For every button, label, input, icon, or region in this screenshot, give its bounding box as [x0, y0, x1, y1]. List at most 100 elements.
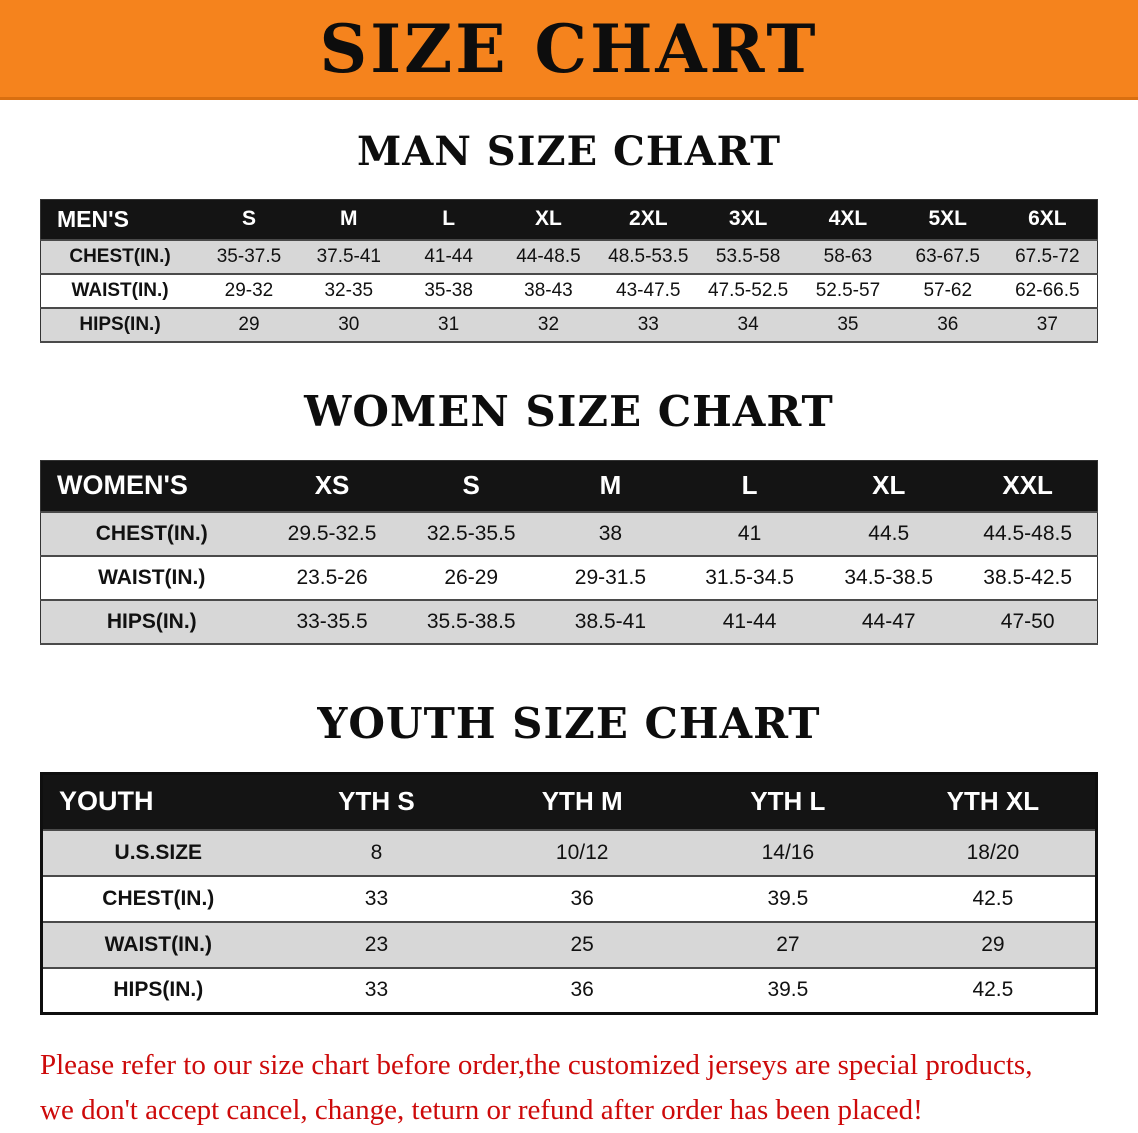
men-size-value-cell: 53.5-58 [715, 245, 781, 267]
men-size-header-cell: XL [498, 199, 599, 240]
women-size-value-cell: 35.5-38.5 [426, 610, 516, 633]
youth-size-value-cell: 18/20 [966, 840, 1020, 864]
men-size-header-cell: 5XL [897, 199, 998, 240]
youth-table-row: U.S.SIZE 8 10/12 14/16 18/20 [41, 829, 1097, 876]
women-size-value-cell: 44.5 [868, 522, 910, 545]
youth-size-value-cell: 8 [370, 840, 383, 864]
women-size-value-cell: 44-47 [861, 610, 916, 633]
men-size-value-cell: 31 [438, 313, 460, 335]
women-section-heading: WOMEN SIZE CHART [304, 386, 834, 436]
youth-section-heading: YOUTH SIZE CHART [317, 699, 821, 748]
women-size-value-cell: 31.5-34.5 [705, 566, 794, 589]
youth-size-value-cell: 25 [570, 932, 594, 956]
youth-size-header-cell: YTH XL [890, 773, 1097, 830]
women-row-label-cell: CHEST(IN.) [95, 522, 208, 545]
men-size-value-cell: 43-47.5 [616, 279, 681, 301]
women-size-header-cell: S [401, 460, 541, 512]
men-table-row: HIPS(IN.) 29 30 31 32 33 34 35 36 37 [40, 307, 1098, 342]
women-size-value-cell: 23.5-26 [296, 566, 368, 589]
youth-row-label-cell: CHEST(IN.) [102, 886, 215, 910]
women-size-value-cell: 29.5-32.5 [287, 522, 377, 545]
women-size-value-cell: 32.5-35.5 [426, 522, 516, 545]
youth-table-title-cell: YOUTH [41, 773, 274, 830]
men-size-value-cell: 37 [1036, 313, 1058, 335]
youth-table-row: HIPS(IN.) 33 36 39.5 42.5 [41, 967, 1097, 1014]
men-size-value-cell: 58-63 [823, 245, 873, 267]
women-size-value-cell: 34.5-38.5 [844, 566, 934, 589]
men-size-table: MEN'S S M L XL 2XL 3XL 4XL 5XL 6XL CHEST(IN.) 35-37… [40, 199, 1098, 343]
youth-row-label-cell: WAIST(IN.) [104, 932, 212, 956]
women-size-value-cell: 26-29 [444, 566, 499, 589]
youth-size-value-cell: 36 [570, 978, 594, 1002]
women-row-label-cell: HIPS(IN.) [106, 610, 197, 633]
women-size-value-cell: 38 [598, 522, 623, 545]
men-size-value-cell: 35-38 [424, 279, 473, 301]
disclaimer-text: Please refer to our size chart before or… [40, 1043, 1118, 1133]
youth-size-value-cell: 14/16 [761, 840, 815, 864]
men-size-value-cell: 37.5-41 [316, 245, 382, 267]
youth-size-header-cell: YTH L [685, 773, 891, 830]
men-row-label-cell: HIPS(IN.) [79, 313, 161, 335]
men-size-value-cell: 35-37.5 [216, 245, 282, 267]
women-table-row: HIPS(IN.) 33-35.5 35.5-38.5 38.5-41 41-44 44-… [40, 600, 1098, 644]
youth-size-value-cell: 36 [570, 886, 594, 910]
men-row-label-cell: CHEST(IN.) [69, 245, 171, 267]
women-size-table: WOMEN'S XS S M L XL XXL CHEST(IN.) 29.5-32.5 32.5… [40, 459, 1098, 645]
men-size-value-cell: 48.5-53.5 [608, 245, 689, 267]
men-size-value-cell: 47.5-52.5 [707, 279, 789, 301]
women-size-value-cell: 33-35.5 [296, 610, 368, 633]
men-size-value-cell: 35 [837, 313, 859, 335]
youth-size-value-cell: 39.5 [767, 978, 809, 1002]
women-table-row: CHEST(IN.) 29.5-32.5 32.5-35.5 38 41 44.5 44.5… [40, 512, 1098, 556]
men-size-value-cell: 52.5-57 [815, 279, 881, 301]
women-size-value-cell: 38.5-41 [574, 610, 647, 633]
men-size-value-cell: 62-66.5 [1015, 279, 1080, 301]
women-size-value-cell: 29-31.5 [574, 566, 647, 589]
youth-size-value-cell: 27 [776, 932, 800, 956]
men-size-header-cell: S [199, 199, 299, 240]
youth-table-row: WAIST(IN.) 23 25 27 29 [41, 921, 1097, 968]
men-size-value-cell: 32-35 [324, 279, 374, 301]
youth-row-label-cell: U.S.SIZE [114, 840, 203, 864]
youth-size-value-cell: 33 [364, 886, 389, 910]
women-size-header-cell: XS [262, 460, 402, 512]
men-size-header-cell: M [298, 199, 399, 240]
women-table-title-cell: WOMEN'S [40, 460, 263, 512]
women-size-value-cell: 41 [737, 522, 762, 545]
youth-table-row: CHEST(IN.) 33 36 39.5 42.5 [41, 875, 1097, 922]
youth-size-value-cell: 29 [981, 932, 1005, 956]
youth-header-row: YOUTH YTH S YTH M YTH L YTH XL [41, 773, 1097, 830]
men-size-value-cell: 44-48.5 [516, 245, 581, 267]
youth-size-value-cell: 39.5 [767, 886, 809, 910]
youth-size-value-cell: 23 [364, 932, 389, 956]
youth-size-header-cell: YTH M [479, 773, 686, 830]
men-size-value-cell: 63-67.5 [915, 245, 980, 267]
women-size-header-cell: XXL [958, 460, 1098, 512]
page-title: SIZE CHART [319, 9, 819, 88]
women-size-value-cell: 38.5-42.5 [983, 566, 1073, 589]
men-size-value-cell: 67.5-72 [1015, 245, 1080, 267]
disclaimer-line-1: Please refer to our size chart before or… [40, 1049, 1033, 1081]
men-table-row: CHEST(IN.) 35-37.5 37.5-41 41-44 44-48.5 48.5… [40, 239, 1098, 274]
men-size-value-cell: 41-44 [424, 245, 473, 267]
youth-row-label-cell: HIPS(IN.) [113, 978, 204, 1002]
youth-size-value-cell: 33 [364, 978, 389, 1002]
men-size-value-cell: 30 [338, 313, 360, 335]
men-size-value-cell: 33 [637, 313, 659, 335]
women-size-header-cell: M [540, 460, 680, 512]
women-table-row: WAIST(IN.) 23.5-26 26-29 29-31.5 31.5-34.5 34… [40, 556, 1098, 600]
men-size-value-cell: 29 [238, 313, 260, 335]
men-size-value-cell: 34 [737, 313, 759, 335]
women-size-value-cell: 47-50 [1000, 610, 1055, 633]
disclaimer-line-2: we don't accept cancel, change, teturn o… [40, 1093, 923, 1126]
youth-size-value-cell: 10/12 [555, 840, 609, 864]
men-size-value-cell: 36 [937, 313, 959, 335]
men-size-value-cell: 57-62 [923, 279, 973, 301]
women-row-label-cell: WAIST(IN.) [98, 566, 206, 589]
youth-size-value-cell: 42.5 [972, 978, 1014, 1002]
youth-size-header-cell: YTH S [273, 773, 480, 830]
men-header-row: MEN'S S M L XL 2XL 3XL 4XL 5XL 6XL [40, 199, 1098, 240]
women-size-header-cell: XL [819, 460, 959, 512]
men-size-header-cell: 4XL [798, 199, 898, 240]
youth-size-table: YOUTH YTH S YTH M YTH L YTH XL U.S.SIZE 8 10/12… [40, 772, 1098, 1015]
